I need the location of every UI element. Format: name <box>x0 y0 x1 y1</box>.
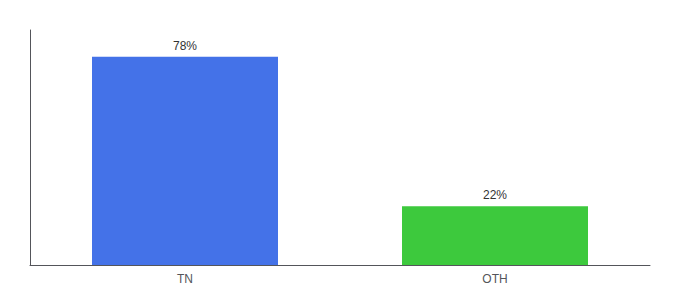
svg-text:TN: TN <box>177 272 193 286</box>
svg-text:OTH: OTH <box>482 272 507 286</box>
svg-text:78%: 78% <box>173 39 197 53</box>
svg-text:22%: 22% <box>483 188 507 202</box>
